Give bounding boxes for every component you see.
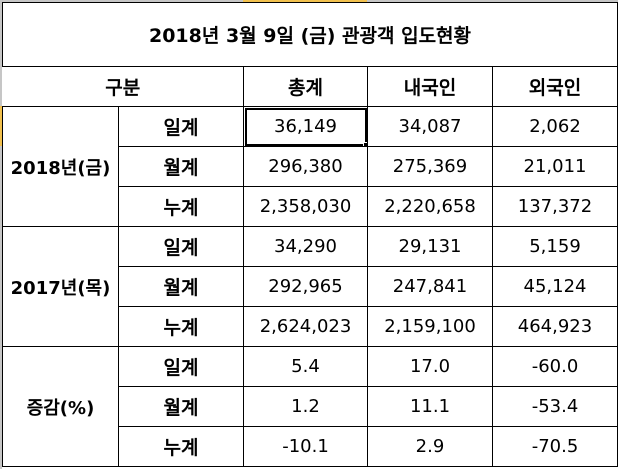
group-label-2018[interactable]: 2018년(금)	[2, 106, 119, 227]
table-row: 증감(%) 일계 5.4 17.0 -60.0	[2, 346, 618, 467]
group-label-2017[interactable]: 2017년(목)	[2, 226, 119, 347]
table-row: 누계 -10.1 2.9 -70.5	[3, 426, 618, 467]
table-row: 월계 1.2 11.1 -53.4	[3, 386, 618, 427]
row-label-cumulative[interactable]: 누계	[118, 306, 244, 347]
row-label-monthly[interactable]: 월계	[118, 266, 244, 307]
row-label-cumulative[interactable]: 누계	[118, 426, 244, 467]
report-title[interactable]: 2018년 3월 9일 (금) 관광객 입도현황	[2, 2, 618, 67]
cell-change-monthly-foreign[interactable]: -53.4	[492, 386, 618, 427]
cell-2017-monthly-foreign[interactable]: 45,124	[492, 266, 618, 307]
cell-2017-cumulative-foreign[interactable]: 464,923	[492, 306, 618, 347]
cell-change-daily-domestic[interactable]: 17.0	[367, 346, 493, 387]
header-category[interactable]: 구분	[2, 66, 244, 107]
row-label-daily[interactable]: 일계	[118, 106, 244, 147]
row-label-monthly[interactable]: 월계	[118, 146, 244, 187]
row-label-daily[interactable]: 일계	[118, 226, 244, 267]
selected-column-header[interactable]	[243, 0, 367, 2]
cell-2017-daily-domestic[interactable]: 29,131	[367, 226, 493, 267]
cell-2018-cumulative-total[interactable]: 2,358,030	[243, 186, 368, 227]
table-row: 2018년(금) 일계 36,149 34,087 2,062	[2, 106, 618, 227]
header-total[interactable]: 총계	[243, 66, 368, 107]
group-label-change-pct[interactable]: 증감(%)	[2, 346, 119, 467]
cell-2017-cumulative-total[interactable]: 2,624,023	[243, 306, 368, 347]
table-row: 월계 296,380 275,369 21,011	[3, 146, 618, 187]
header-foreign[interactable]: 외국인	[492, 66, 618, 107]
table-row: 월계 292,965 247,841 45,124	[3, 266, 618, 307]
header-row: 구분 총계 내국인 외국인	[2, 66, 618, 107]
cell-value: 36,149	[274, 116, 337, 137]
cell-2018-monthly-domestic[interactable]: 275,369	[367, 146, 493, 187]
cell-2018-daily-domestic[interactable]: 34,087	[367, 106, 493, 147]
cell-change-cumulative-foreign[interactable]: -70.5	[492, 426, 618, 467]
table-row: 누계 2,358,030 2,220,658 137,372	[3, 186, 618, 227]
cell-2017-monthly-domestic[interactable]: 247,841	[367, 266, 493, 307]
row-label-cumulative[interactable]: 누계	[118, 186, 244, 227]
cell-change-cumulative-domestic[interactable]: 2.9	[367, 426, 493, 467]
header-domestic[interactable]: 내국인	[367, 66, 493, 107]
cell-2018-monthly-foreign[interactable]: 21,011	[492, 146, 618, 187]
cell-2017-daily-total[interactable]: 34,290	[243, 226, 368, 267]
cell-2017-cumulative-domestic[interactable]: 2,159,100	[367, 306, 493, 347]
fill-handle[interactable]	[363, 142, 367, 146]
cell-change-daily-foreign[interactable]: -60.0	[492, 346, 618, 387]
selected-row-header[interactable]	[0, 106, 2, 146]
table-row: 누계 2,624,023 2,159,100 464,923	[3, 306, 618, 347]
cell-2018-monthly-total[interactable]: 296,380	[243, 146, 368, 187]
row-label-monthly[interactable]: 월계	[118, 386, 244, 427]
cell-2018-daily-total[interactable]: 36,149	[243, 106, 368, 147]
cell-2018-cumulative-foreign[interactable]: 137,372	[492, 186, 618, 227]
cell-change-cumulative-total[interactable]: -10.1	[243, 426, 368, 467]
cell-2018-daily-foreign[interactable]: 2,062	[492, 106, 618, 147]
table-row: 2017년(목) 일계 34,290 29,131 5,159	[2, 226, 618, 347]
cell-2017-daily-foreign[interactable]: 5,159	[492, 226, 618, 267]
cell-2017-monthly-total[interactable]: 292,965	[243, 266, 368, 307]
cell-2018-cumulative-domestic[interactable]: 2,220,658	[367, 186, 493, 227]
cell-change-monthly-total[interactable]: 1.2	[243, 386, 368, 427]
title-row: 2018년 3월 9일 (금) 관광객 입도현황	[2, 2, 618, 67]
row-header-strip[interactable]	[0, 0, 2, 469]
cell-change-monthly-domestic[interactable]: 11.1	[367, 386, 493, 427]
row-label-daily[interactable]: 일계	[118, 346, 244, 387]
cell-change-daily-total[interactable]: 5.4	[243, 346, 368, 387]
